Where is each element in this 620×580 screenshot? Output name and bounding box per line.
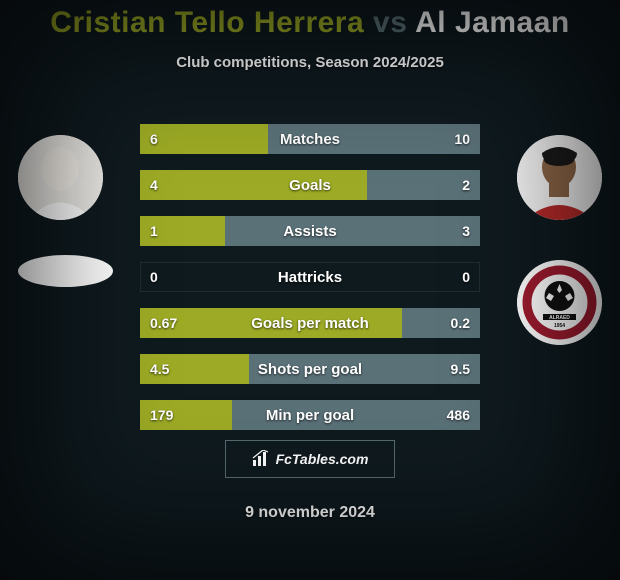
svg-text:ALRAED: ALRAED bbox=[549, 315, 570, 321]
stat-row: 42Goals bbox=[140, 170, 480, 200]
stat-bar-left bbox=[140, 124, 268, 154]
subtitle: Club competitions, Season 2024/2025 bbox=[0, 54, 620, 71]
stat-bar-right bbox=[268, 124, 481, 154]
stat-bar-right bbox=[402, 308, 480, 338]
chart-icon bbox=[252, 450, 270, 468]
stat-bar-right bbox=[249, 354, 480, 384]
stat-bar-right bbox=[225, 216, 480, 246]
svg-text:1954: 1954 bbox=[554, 323, 565, 329]
stat-bar-right bbox=[367, 170, 480, 200]
stat-row: 610Matches bbox=[140, 124, 480, 154]
stat-row: 0.670.2Goals per match bbox=[140, 308, 480, 338]
footer-badge: FcTables.com bbox=[225, 440, 395, 478]
stat-bar-left bbox=[140, 354, 249, 384]
player2-club-logo: ALRAED 1954 bbox=[517, 260, 602, 345]
footer-site: FcTables.com bbox=[276, 451, 369, 467]
player2-avatar bbox=[517, 135, 602, 220]
stat-bar-left bbox=[140, 400, 232, 430]
player1-club-logo bbox=[18, 255, 113, 287]
stats-bars: 610Matches 42Goals 13Assists 00Hattricks 0.6… bbox=[140, 124, 480, 446]
stat-bar-left bbox=[140, 216, 225, 246]
title-player1: Cristian Tello Herrera bbox=[50, 6, 364, 39]
stat-bar-left bbox=[140, 308, 402, 338]
comparison-title: Cristian Tello Herrera vs Al Jamaan bbox=[0, 0, 620, 40]
stat-row: 00Hattricks bbox=[140, 262, 480, 292]
stat-row: 4.59.5Shots per goal bbox=[140, 354, 480, 384]
stat-row: 13Assists bbox=[140, 216, 480, 246]
title-vs: vs bbox=[373, 6, 407, 39]
stat-bar-right bbox=[232, 400, 480, 430]
stat-row: 179486Min per goal bbox=[140, 400, 480, 430]
stat-bar-left bbox=[140, 170, 367, 200]
date-label: 9 november 2024 bbox=[0, 504, 620, 522]
stat-track bbox=[140, 262, 480, 292]
player1-avatar bbox=[18, 135, 103, 220]
title-player2: Al Jamaan bbox=[415, 6, 570, 39]
